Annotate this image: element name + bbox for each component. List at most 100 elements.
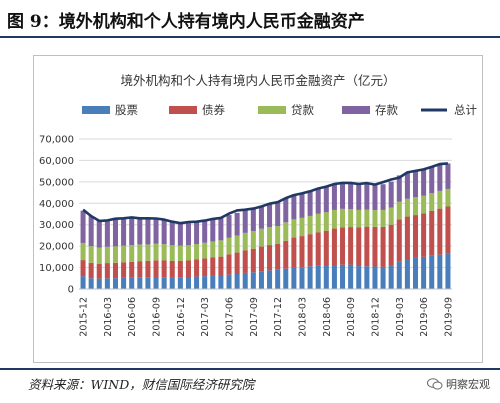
x-tick-label: 2018-12: [370, 297, 381, 337]
bar-deposits: [437, 164, 443, 191]
x-tick-label: 2016-06: [127, 297, 138, 337]
bar-loans: [210, 241, 216, 258]
bar-stocks: [129, 277, 135, 289]
bar-loans: [267, 227, 273, 246]
bar-loans: [356, 209, 362, 228]
bar-loans: [145, 244, 151, 261]
bar-stocks: [396, 261, 402, 289]
bar-bonds: [396, 219, 402, 262]
bar-deposits: [185, 223, 191, 246]
total-line-group: [82, 162, 449, 225]
bar-loans: [121, 245, 127, 263]
bar-stocks: [218, 275, 224, 289]
bar-loans: [169, 245, 175, 261]
header-rule: [0, 36, 500, 38]
bar-bonds: [315, 232, 321, 266]
x-tick-label: 2016-12: [176, 297, 187, 337]
bar-loans: [258, 228, 264, 247]
bar-deposits: [283, 198, 289, 223]
bar-loans: [88, 246, 94, 263]
bar-bonds: [372, 226, 378, 267]
legend-label: 总计: [454, 103, 477, 117]
bar-loans: [323, 212, 329, 231]
legend-swatch-loans: [258, 106, 286, 114]
bar-deposits: [267, 203, 273, 228]
bar-bonds: [202, 258, 208, 277]
bar-stocks: [404, 259, 410, 289]
bar-deposits: [331, 184, 337, 210]
legend-label: 股票: [115, 103, 138, 117]
bar-stocks: [88, 278, 94, 289]
bar-loans: [177, 245, 183, 261]
x-tick-label: 2018-09: [346, 297, 357, 337]
bar-stocks: [275, 269, 281, 289]
bar-bonds: [348, 227, 354, 265]
brand-logo: 明察宏观: [427, 376, 490, 392]
bar-bonds: [421, 213, 427, 257]
bar-bonds: [129, 261, 135, 278]
bar-deposits: [348, 182, 354, 210]
bar-bonds: [258, 246, 264, 272]
bar-deposits: [137, 218, 143, 245]
bar-deposits: [177, 223, 183, 246]
figure-header: 图 9：境外机构和个人持有境内人民币金融资产: [0, 0, 500, 42]
bar-deposits: [218, 217, 224, 241]
bar-deposits: [315, 188, 321, 214]
figure-title: 图 9：境外机构和个人持有境内人民币金融资产: [7, 12, 365, 32]
bar-loans: [202, 242, 208, 259]
x-tick-label: 2017-03: [200, 297, 211, 337]
gridlines: [79, 138, 452, 290]
legend-swatch-stocks: [82, 106, 110, 114]
bar-stocks: [112, 278, 119, 289]
bar-loans: [283, 222, 289, 241]
bar-stocks: [445, 253, 451, 289]
bar-loans: [380, 209, 386, 227]
bar-bonds: [88, 262, 94, 279]
bar-loans: [80, 242, 86, 261]
bar-bonds: [331, 228, 337, 265]
bar-deposits: [372, 184, 378, 211]
bar-loans: [234, 235, 240, 253]
bar-bonds: [275, 244, 281, 270]
x-tick-label: 2019-09: [443, 297, 454, 337]
bar-loans: [396, 201, 402, 220]
bar-loans: [226, 237, 232, 255]
bar-stocks: [299, 267, 305, 289]
y-tick-label: 0: [68, 285, 74, 296]
bar-stocks: [194, 276, 200, 289]
bar-deposits: [234, 212, 240, 236]
bar-stocks: [291, 267, 297, 289]
x-tick-label: 2018-06: [322, 297, 333, 337]
bar-stocks: [96, 278, 102, 289]
bar-deposits: [88, 216, 94, 247]
x-tick-label: 2017-09: [249, 297, 260, 337]
bar-bonds: [145, 260, 151, 278]
bar-bonds: [112, 262, 119, 279]
y-tick-label: 20,000: [39, 242, 74, 253]
y-tick-label: 50,000: [39, 177, 74, 188]
chart-title: 境外机构和个人持有境内人民币金融资产（亿元）: [120, 73, 395, 88]
bar-loans: [161, 244, 167, 261]
bar-loans: [445, 188, 451, 207]
bar-deposits: [226, 215, 232, 238]
bar-bonds: [291, 237, 297, 268]
x-tick-label: 2015-12: [79, 297, 90, 337]
bar-deposits: [299, 193, 305, 218]
bar-stocks: [388, 265, 394, 289]
legend-swatch-deposits: [342, 106, 370, 114]
bar-stocks: [348, 264, 354, 289]
bar-stocks: [323, 265, 329, 289]
bar-bonds: [234, 252, 240, 274]
bar-bonds: [299, 236, 305, 268]
bar-stocks: [177, 277, 183, 289]
bar-deposits: [275, 202, 281, 226]
bar-bonds: [356, 227, 362, 267]
bar-deposits: [153, 218, 159, 244]
bar-bonds: [445, 206, 451, 254]
bar-stocks: [340, 264, 346, 289]
legend-label: 债券: [202, 103, 225, 117]
bar-loans: [96, 247, 102, 264]
bar-bonds: [153, 260, 159, 277]
bar-bonds: [169, 260, 175, 278]
x-tick-label: 2019-03: [395, 297, 406, 337]
